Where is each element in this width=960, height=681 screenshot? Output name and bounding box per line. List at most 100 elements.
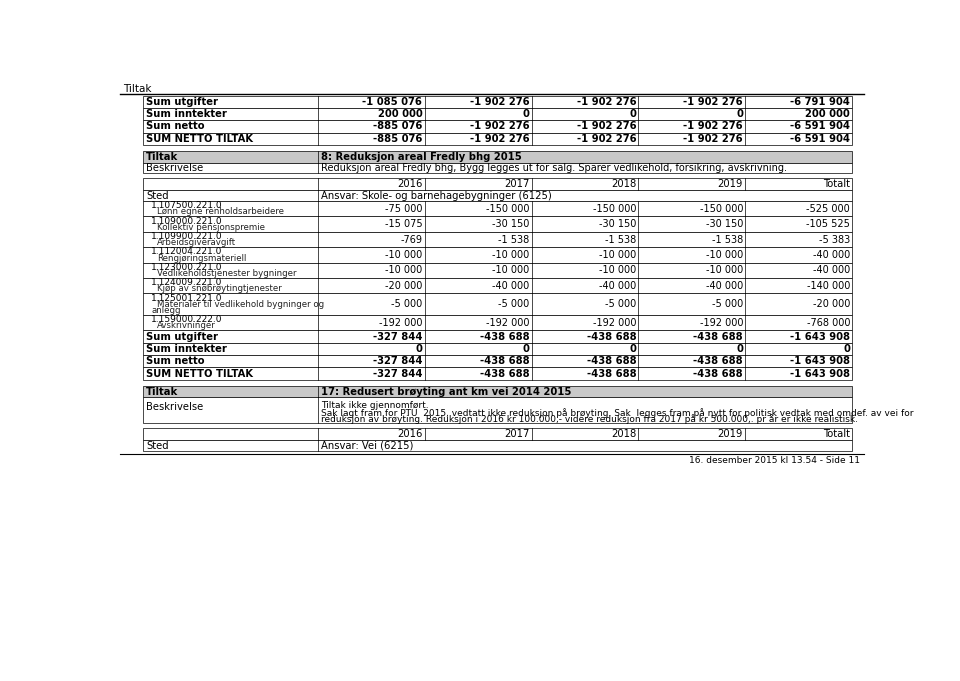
Text: Sum inntekter: Sum inntekter	[146, 344, 228, 354]
Bar	[143, 247, 852, 263]
Text: 2018: 2018	[611, 429, 636, 439]
Text: Kjøp av snøbrøytingtjenester: Kjøp av snøbrøytingtjenester	[157, 285, 282, 294]
Text: -1 538: -1 538	[605, 234, 636, 244]
Text: SUM NETTO TILTAK: SUM NETTO TILTAK	[146, 133, 253, 144]
Text: Beskrivelse: Beskrivelse	[146, 402, 204, 412]
Text: 0: 0	[736, 344, 743, 354]
Bar	[143, 428, 852, 440]
Text: 2019: 2019	[718, 429, 743, 439]
Text: -10 000: -10 000	[706, 250, 743, 260]
Bar	[143, 355, 852, 367]
Text: 2017: 2017	[504, 429, 529, 439]
Text: Ansvar: Skole- og barnehagebygninger (6125): Ansvar: Skole- og barnehagebygninger (61…	[321, 191, 551, 201]
Text: -438 688: -438 688	[693, 368, 743, 379]
Text: -10 000: -10 000	[492, 266, 529, 275]
Text: -1 085 076: -1 085 076	[362, 97, 422, 107]
Text: 2016: 2016	[396, 179, 422, 189]
Text: -438 688: -438 688	[587, 332, 636, 342]
Text: -1 538: -1 538	[498, 234, 529, 244]
Text: -438 688: -438 688	[693, 332, 743, 342]
Text: 1.159000.222.0: 1.159000.222.0	[151, 315, 223, 324]
Text: 200 000: 200 000	[377, 109, 422, 119]
Bar	[143, 294, 852, 315]
Text: 16. desember 2015 kl 13.54 - Side 11: 16. desember 2015 kl 13.54 - Side 11	[689, 456, 860, 465]
Text: 1.109000.221.0: 1.109000.221.0	[151, 217, 223, 225]
Text: Ansvar: Vei (6215): Ansvar: Vei (6215)	[321, 441, 413, 451]
Text: -1 902 276: -1 902 276	[469, 121, 529, 131]
Text: anlegg: anlegg	[151, 306, 180, 315]
Text: 1.124009.221.0: 1.124009.221.0	[151, 279, 223, 287]
Text: Tiltak: Tiltak	[123, 84, 152, 95]
Text: Sak lagt fram for PTU  2015, vedtatt ikke reduksjon på brøyting. Sak  legges fra: Sak lagt fram for PTU 2015, vedtatt ikke…	[321, 408, 913, 417]
Text: 0: 0	[416, 344, 422, 354]
Text: SUM NETTO TILTAK: SUM NETTO TILTAK	[146, 368, 253, 379]
Text: -40 000: -40 000	[813, 266, 850, 275]
Text: -150 000: -150 000	[592, 204, 636, 214]
Text: -438 688: -438 688	[693, 356, 743, 366]
Text: -885 076: -885 076	[372, 133, 422, 144]
Text: -1 643 908: -1 643 908	[790, 356, 850, 366]
Text: Avskrivninger: Avskrivninger	[157, 321, 216, 330]
Text: -30 150: -30 150	[706, 219, 743, 229]
Text: -192 000: -192 000	[592, 318, 636, 328]
Text: -192 000: -192 000	[486, 318, 529, 328]
Text: 2016: 2016	[396, 429, 422, 439]
Text: Vedlikeholdstjenester bygninger: Vedlikeholdstjenester bygninger	[157, 269, 297, 278]
Text: -192 000: -192 000	[379, 318, 422, 328]
Text: -6 591 904: -6 591 904	[790, 121, 850, 131]
Text: Tiltak: Tiltak	[146, 387, 179, 396]
Text: -1 902 276: -1 902 276	[684, 133, 743, 144]
Text: -5 000: -5 000	[391, 299, 422, 309]
Text: 1.123000.221.0: 1.123000.221.0	[151, 263, 223, 272]
Text: -327 844: -327 844	[372, 356, 422, 366]
Text: 1.125001.221.0: 1.125001.221.0	[151, 294, 223, 302]
Text: -20 000: -20 000	[385, 281, 422, 291]
Bar	[143, 201, 852, 217]
Text: -10 000: -10 000	[385, 266, 422, 275]
Text: Totalt: Totalt	[823, 179, 850, 189]
Text: -438 688: -438 688	[587, 356, 636, 366]
Text: Materialer til vedlikehold bygninger og: Materialer til vedlikehold bygninger og	[157, 300, 324, 308]
Text: Beskrivelse: Beskrivelse	[146, 163, 204, 173]
Bar	[143, 163, 852, 174]
Text: reduksjon av brøyting. Reduksjon i 2016 kr 100.000,- videre reduksjon fra 2017 p: reduksjon av brøyting. Reduksjon i 2016 …	[321, 414, 857, 424]
Bar	[143, 398, 852, 423]
Text: -5 383: -5 383	[819, 234, 850, 244]
Text: Lønn egne renholdsarbeidere: Lønn egne renholdsarbeidere	[157, 207, 284, 217]
Text: -150 000: -150 000	[700, 204, 743, 214]
Text: Sum netto: Sum netto	[146, 356, 204, 366]
Text: -1 902 276: -1 902 276	[684, 97, 743, 107]
Text: 17: Redusert brøyting ant km vei 2014 2015: 17: Redusert brøyting ant km vei 2014 20…	[321, 387, 571, 396]
Text: -6 791 904: -6 791 904	[790, 97, 850, 107]
Bar	[143, 278, 852, 294]
Text: -10 000: -10 000	[706, 266, 743, 275]
Text: Sum inntekter: Sum inntekter	[146, 109, 228, 119]
Text: Sted: Sted	[146, 441, 169, 451]
Text: -327 844: -327 844	[372, 368, 422, 379]
Text: -1 902 276: -1 902 276	[684, 121, 743, 131]
Bar	[143, 367, 852, 380]
Text: 2017: 2017	[504, 179, 529, 189]
Text: -768 000: -768 000	[806, 318, 850, 328]
Bar	[143, 178, 852, 190]
Text: -10 000: -10 000	[599, 266, 636, 275]
Text: 0: 0	[522, 109, 529, 119]
Text: 0: 0	[736, 109, 743, 119]
Bar	[143, 133, 852, 145]
Text: -150 000: -150 000	[486, 204, 529, 214]
Bar	[143, 108, 852, 121]
Bar	[143, 217, 852, 232]
Text: -5 000: -5 000	[605, 299, 636, 309]
Text: Sted: Sted	[146, 191, 169, 201]
Text: -5 000: -5 000	[498, 299, 529, 309]
Text: 8: Reduksjon areal Fredly bhg 2015: 8: Reduksjon areal Fredly bhg 2015	[321, 152, 521, 162]
Text: 1.109900.221.0: 1.109900.221.0	[151, 232, 223, 241]
Bar	[143, 263, 852, 278]
Text: -40 000: -40 000	[599, 281, 636, 291]
Text: -525 000: -525 000	[806, 204, 850, 214]
Text: Tiltak: Tiltak	[146, 152, 179, 162]
Text: Tiltak ikke gjennomført.: Tiltak ikke gjennomført.	[321, 401, 428, 410]
Text: -769: -769	[400, 234, 422, 244]
Text: Sum utgifter: Sum utgifter	[146, 332, 218, 342]
Bar	[143, 386, 852, 398]
